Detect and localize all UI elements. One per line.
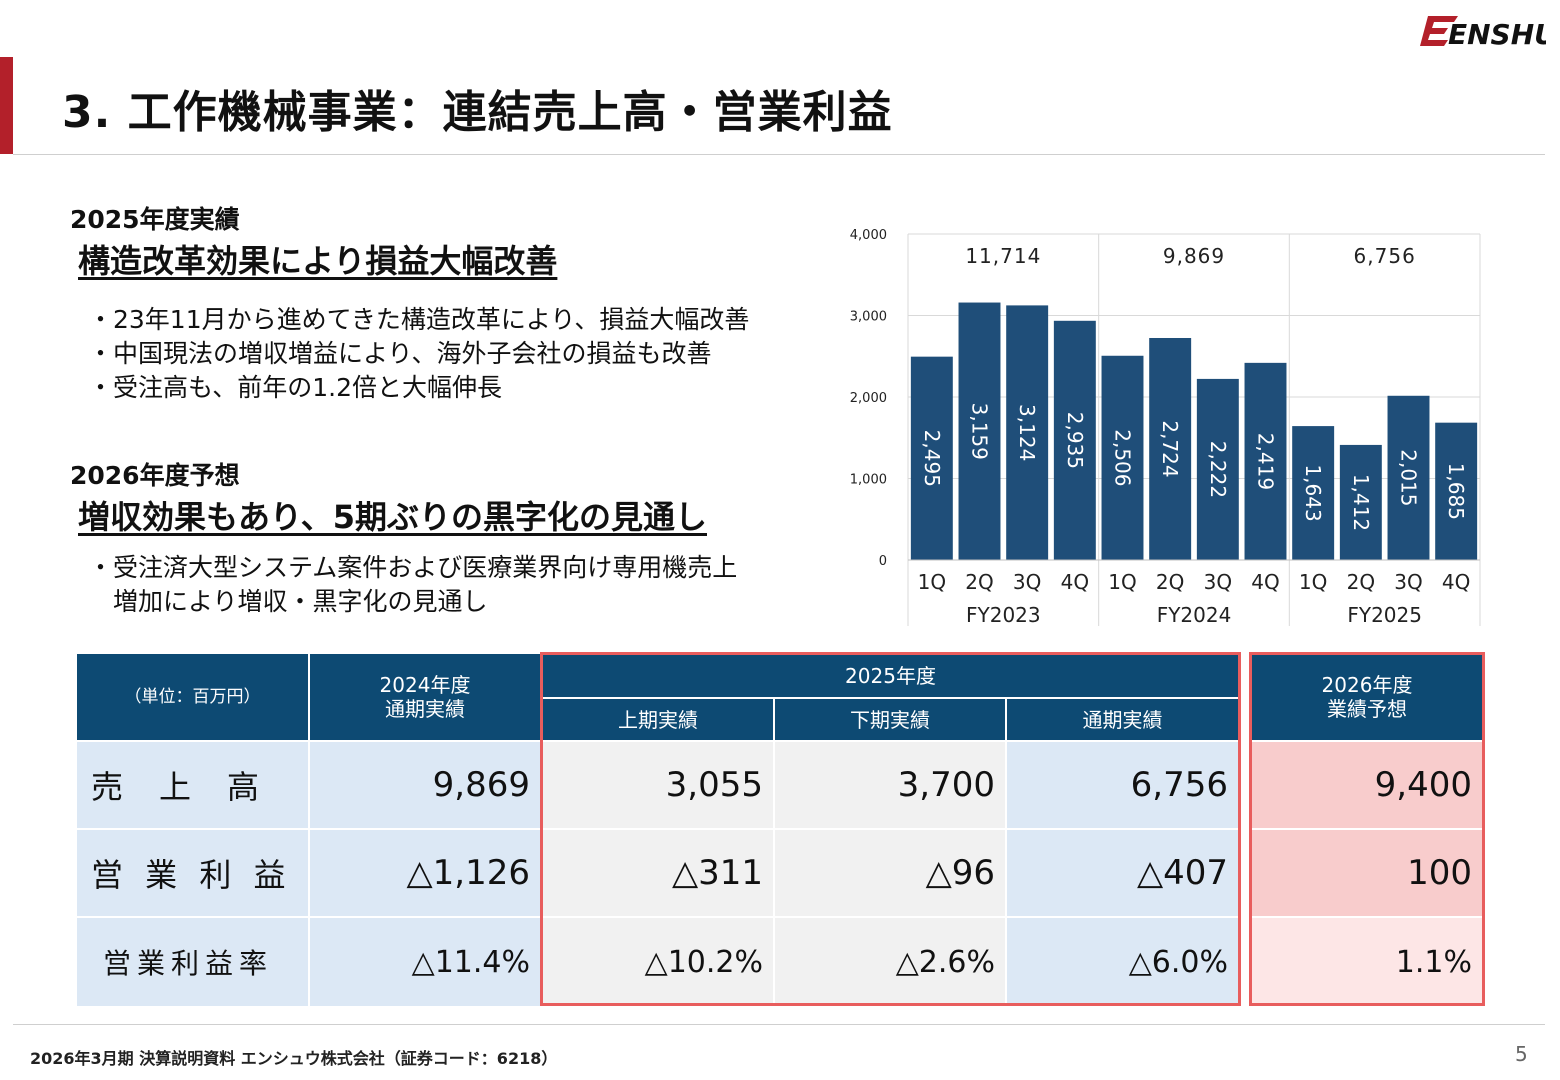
bar: [1149, 337, 1192, 560]
op-margin-2025-full: △6.0%: [1007, 918, 1238, 1006]
forecast-headline: 増収効果もあり、5期ぶりの黒字化の見通し: [78, 498, 707, 536]
fy2025-h2-header: 下期実績: [775, 699, 1005, 740]
op-margin-2025-h1: △10.2%: [543, 918, 773, 1006]
bar: [1244, 362, 1287, 560]
x-category-label: 2Q: [1156, 570, 1184, 594]
op-margin-2024: △11.4%: [310, 918, 540, 1006]
x-category-label: 1Q: [1299, 570, 1327, 594]
bar: [1387, 395, 1430, 560]
results-headline: 構造改革効果により損益大幅改善: [78, 242, 558, 280]
bar-value-label: 3,159: [968, 403, 992, 460]
bar: [1292, 426, 1335, 560]
bar-value-label: 2,724: [1158, 420, 1182, 477]
fy2025-full-header: 通期実績: [1007, 699, 1238, 740]
fy2025-group-header: 2025年度: [543, 654, 1238, 697]
page-number: 5: [1515, 1042, 1528, 1066]
x-category-label: 1Q: [918, 570, 946, 594]
y-tick-label: 4,000: [850, 228, 887, 243]
op-profit-2026-forecast: 100: [1252, 830, 1482, 916]
bar: [1435, 422, 1478, 560]
group-name-label: FY2025: [1347, 603, 1422, 627]
x-category-label: 2Q: [1347, 570, 1375, 594]
page-title: 3. 工作機械事業：連結売上高・営業利益: [62, 87, 893, 138]
quarterly-sales-chart: 4,000 3,000 2,000 1,000 0 11,714 FY2023 9,869 FY…: [850, 228, 1481, 627]
y-tick-label: 2,000: [850, 391, 887, 406]
bar-value-label: 3,124: [1015, 404, 1039, 461]
unit-header: （単位：百万円）: [77, 654, 308, 740]
sales-2025-h2: 3,700: [775, 742, 1005, 828]
op-profit-2025-full: △407: [1007, 830, 1238, 916]
sales-2025-h1: 3,055: [543, 742, 773, 828]
x-category-label: 3Q: [1394, 570, 1422, 594]
bar: [1196, 378, 1239, 560]
bar-value-label: 2,506: [1111, 429, 1135, 486]
sales-2026-forecast: 9,400: [1252, 742, 1482, 828]
bar-value-label: 2,222: [1206, 441, 1230, 498]
row-label-operating-profit: 営 業 利 益: [77, 830, 308, 916]
bar: [1006, 305, 1049, 560]
x-category-label: 2Q: [965, 570, 993, 594]
x-category-label: 1Q: [1108, 570, 1136, 594]
bar-value-label: 1,643: [1301, 464, 1325, 521]
row-label-sales: 売 上 高: [77, 742, 308, 828]
y-tick-label: 3,000: [850, 310, 887, 325]
bar-value-label: 1,685: [1444, 463, 1468, 520]
bar: [910, 356, 953, 560]
x-category-label: 3Q: [1204, 570, 1232, 594]
x-category-label: 3Q: [1013, 570, 1041, 594]
op-profit-2024: △1,126: [310, 830, 540, 916]
results-bullets: ・23年11月から進めてきた構造改革により、損益大幅改善 ・中国現法の増収増益に…: [88, 303, 749, 405]
op-profit-2025-h2: △96: [775, 830, 1005, 916]
op-margin-2025-h2: △2.6%: [775, 918, 1005, 1006]
results-label: 2025年度実績: [70, 205, 240, 234]
x-category-label: 4Q: [1061, 570, 1089, 594]
forecast-label: 2026年度予想: [70, 461, 240, 490]
footer-text: 2026年3月期 決算説明資料 エンシュウ株式会社（証券コード：6218）: [30, 1049, 558, 1068]
enshu-logo: ENSHU: [1420, 16, 1546, 51]
results-bullet: ・受注高も、前年の1.2倍と大幅伸長: [88, 373, 503, 402]
sales-2024: 9,869: [310, 742, 540, 828]
group-total-label: 9,869: [1163, 244, 1225, 268]
y-tick-label: 0: [879, 554, 887, 569]
group-total-label: 11,714: [965, 244, 1041, 268]
fy2025-h1-header: 上期実績: [543, 699, 773, 740]
forecast-bullet: ・受注済大型システム案件および医療業界向け専用機売上: [88, 553, 738, 582]
footer-divider: [13, 1024, 1545, 1025]
row-label-operating-margin: 営業利益率: [77, 918, 308, 1006]
bar: [958, 302, 1001, 560]
x-category-label: 4Q: [1442, 570, 1470, 594]
bar-value-label: 2,419: [1254, 433, 1278, 490]
title-divider: [13, 154, 1545, 155]
kpi-table: （単位：百万円） 2024年度 通期実績 2025年度 上期実績 下期実績 通期…: [77, 652, 1485, 1006]
title-accent-bar: [0, 57, 13, 154]
bar-value-label: 2,935: [1063, 412, 1087, 469]
forecast-bullet: 増加により増収・黒字化の見通し: [88, 587, 488, 616]
results-bullet: ・中国現法の増収増益により、海外子会社の損益も改善: [88, 339, 712, 368]
x-category-label: 4Q: [1251, 570, 1279, 594]
op-margin-2026-forecast: 1.1%: [1252, 918, 1482, 1006]
fy2026-header: 2026年度 業績予想: [1252, 654, 1482, 740]
group-name-label: FY2023: [966, 603, 1041, 627]
logo-text: ENSHU: [1448, 18, 1546, 51]
forecast-bullets: ・受注済大型システム案件および医療業界向け専用機売上 増加により増収・黒字化の見…: [88, 551, 737, 619]
bar-value-label: 1,412: [1349, 474, 1373, 531]
sales-2025-full: 6,756: [1007, 742, 1238, 828]
bar-value-label: 2,015: [1397, 449, 1421, 506]
op-profit-2025-h1: △311: [543, 830, 773, 916]
bar: [1101, 355, 1144, 560]
group-total-label: 6,756: [1354, 244, 1416, 268]
fy2024-header: 2024年度 通期実績: [310, 654, 540, 740]
y-tick-label: 1,000: [850, 473, 887, 488]
bar: [1053, 320, 1096, 560]
group-name-label: FY2024: [1157, 603, 1232, 627]
bar-value-label: 2,495: [920, 430, 944, 487]
bar: [1339, 444, 1382, 560]
results-bullet: ・23年11月から進めてきた構造改革により、損益大幅改善: [88, 305, 750, 334]
